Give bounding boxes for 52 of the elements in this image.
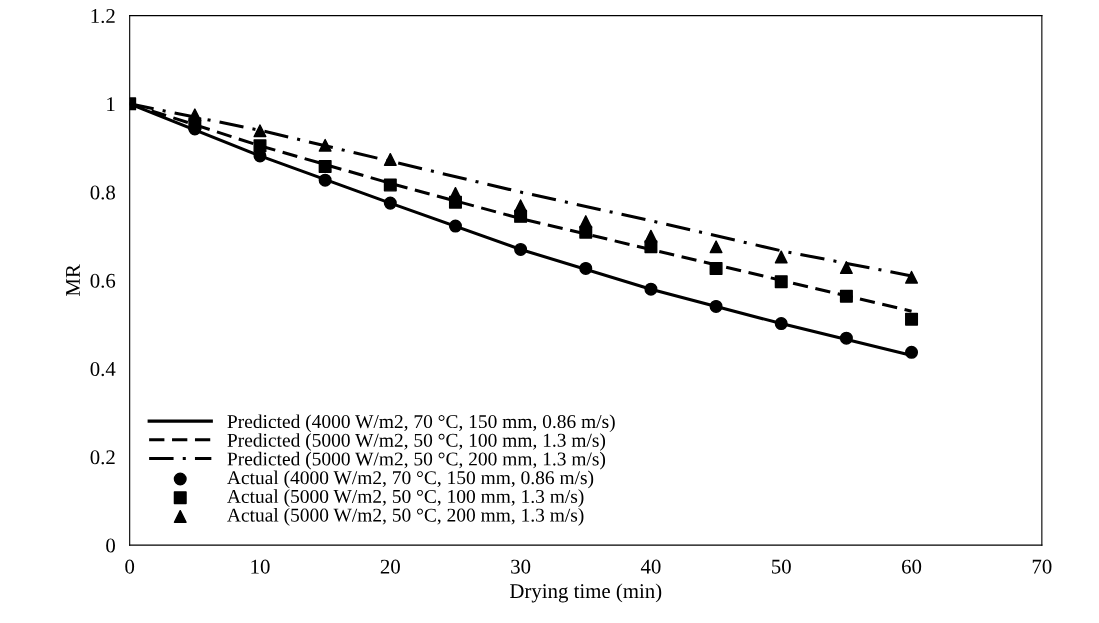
point bbox=[514, 209, 528, 223]
x-tick-label: 30 bbox=[511, 559, 531, 574]
point bbox=[579, 261, 593, 275]
y-tick-label: 1 bbox=[107, 97, 115, 112]
y-tick-label: 0.6 bbox=[90, 273, 116, 288]
y-tick-label: 0 bbox=[106, 538, 115, 553]
point bbox=[318, 173, 332, 187]
y-axis-title: MR bbox=[66, 264, 80, 296]
point bbox=[383, 178, 397, 192]
point bbox=[448, 219, 462, 233]
legend-label: Predicted (5000 W/m2, 50 °C, 200 mm, 1.3 m/s) bbox=[227, 451, 606, 470]
y-tick-label: 0.2 bbox=[90, 450, 115, 465]
point bbox=[253, 124, 267, 138]
point bbox=[448, 195, 462, 209]
point bbox=[774, 275, 788, 289]
point bbox=[709, 299, 723, 313]
point bbox=[253, 139, 267, 153]
point bbox=[579, 225, 593, 239]
x-tick-label: 40 bbox=[640, 559, 661, 574]
point bbox=[383, 196, 397, 210]
point bbox=[514, 242, 528, 256]
point bbox=[644, 240, 658, 254]
x-axis-title: Drying time (min) bbox=[509, 583, 662, 603]
point bbox=[709, 261, 723, 275]
point bbox=[905, 312, 919, 326]
y-tick-label: 0.4 bbox=[90, 361, 116, 377]
x-tick-label: 10 bbox=[251, 559, 270, 574]
point bbox=[905, 270, 919, 284]
point bbox=[644, 282, 658, 296]
legend-label: Predicted (4000 W/m2, 70 °C, 150 mm, 0.86 m/s) bbox=[227, 414, 615, 433]
point bbox=[318, 159, 332, 174]
point bbox=[839, 331, 853, 345]
y-tick-label: 0.8 bbox=[90, 185, 115, 200]
point bbox=[188, 117, 202, 131]
y-tick-label: 1.2 bbox=[91, 9, 115, 24]
point bbox=[383, 152, 397, 166]
point bbox=[774, 250, 788, 264]
point bbox=[774, 317, 788, 331]
point bbox=[839, 289, 853, 303]
point bbox=[318, 138, 332, 152]
x-tick-label: 60 bbox=[902, 559, 922, 574]
legend-label: Predicted (5000 W/m2, 50 °C, 100 mm, 1.3 m/s) bbox=[227, 433, 606, 451]
legend-label: Actual (5000 W/m2, 50 °C, 100 mm, 1.3 m/s) bbox=[227, 489, 584, 507]
legend-label: Actual (5000 W/m2, 50 °C, 200 mm, 1.3 m/s) bbox=[227, 508, 584, 526]
x-tick-label: 50 bbox=[772, 559, 791, 574]
x-tick-label: 70 bbox=[1032, 559, 1052, 574]
point bbox=[839, 261, 853, 275]
x-tick-label: 20 bbox=[380, 559, 400, 574]
point bbox=[905, 345, 919, 359]
x-tick-label: 0 bbox=[125, 559, 135, 574]
legend-label: Actual (4000 W/m2, 70 °C, 150 mm, 0.86 m/s) bbox=[227, 470, 594, 489]
point bbox=[709, 240, 723, 254]
